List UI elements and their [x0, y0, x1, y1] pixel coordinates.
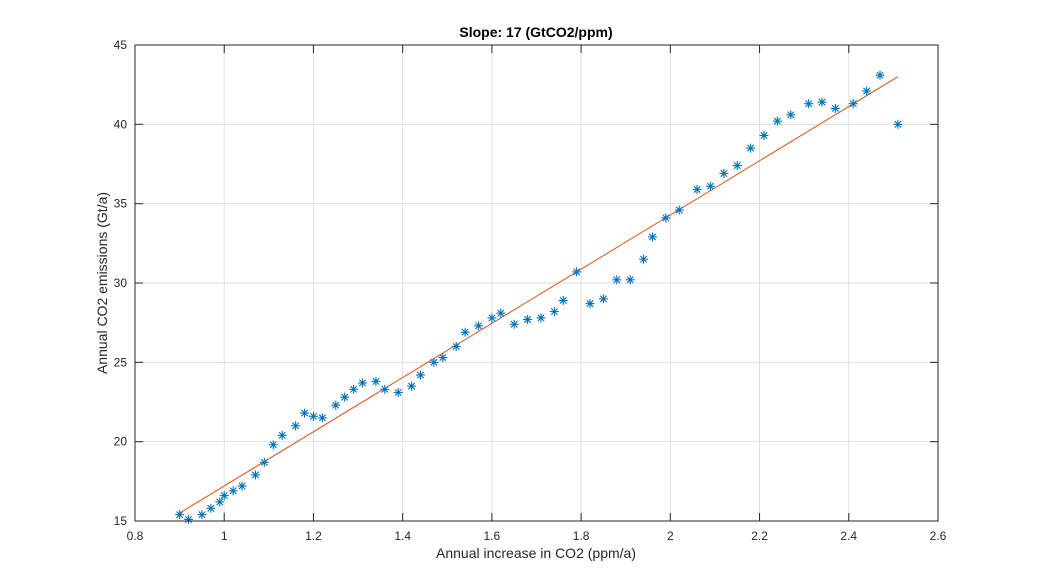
- ticks: 0.8 1 1.2 1.4 1.6 1.8 2 2.2 2.4 2.6 15 20 25 30 35 40 45: [114, 38, 947, 543]
- fit-line: [179, 76, 899, 514]
- y-tick-label: 35: [114, 197, 128, 211]
- data-point: [259, 457, 269, 467]
- data-point: [509, 319, 519, 329]
- data-point: [349, 384, 359, 394]
- data-point: [496, 308, 506, 318]
- data-point: [219, 491, 229, 501]
- data-point: [598, 294, 608, 304]
- data-point: [523, 314, 533, 324]
- data-point: [429, 357, 439, 367]
- data-point: [371, 376, 381, 386]
- x-tick-label: 2.2: [751, 529, 768, 543]
- x-tick-label: 1.2: [305, 529, 322, 543]
- data-point: [719, 169, 729, 179]
- x-tick-label: 1.8: [573, 529, 590, 543]
- data-point: [647, 232, 657, 242]
- data-point: [625, 275, 635, 285]
- data-point: [268, 440, 278, 450]
- x-tick-label: 1.6: [484, 529, 501, 543]
- data-point: [746, 143, 756, 153]
- y-tick-label: 25: [114, 355, 128, 369]
- data-point: [460, 327, 470, 337]
- data-point: [612, 275, 622, 285]
- x-tick-label: 2.4: [840, 529, 857, 543]
- x-tick-label: 1.4: [394, 529, 411, 543]
- x-axis-label: Annual increase in CO2 (ppm/a): [436, 545, 636, 561]
- x-tick-label: 2.6: [930, 529, 947, 543]
- data-point: [451, 341, 461, 351]
- data-point: [197, 510, 207, 520]
- data-point: [817, 97, 827, 107]
- data-point: [380, 384, 390, 394]
- data-point: [474, 321, 484, 331]
- data-point: [416, 370, 426, 380]
- data-point: [804, 99, 814, 109]
- x-tick-label: 1: [221, 529, 228, 543]
- data-points: [175, 70, 903, 524]
- data-point: [585, 299, 595, 309]
- data-point: [407, 381, 417, 391]
- data-point: [639, 254, 649, 264]
- data-point: [300, 408, 310, 418]
- data-point: [291, 421, 301, 431]
- data-point: [215, 497, 225, 507]
- y-tick-label: 20: [114, 435, 128, 449]
- data-point: [438, 353, 448, 363]
- data-point: [250, 470, 260, 480]
- data-point: [830, 103, 840, 113]
- data-point: [692, 184, 702, 194]
- data-point: [340, 392, 350, 402]
- data-point: [549, 307, 559, 317]
- plot-area: 0.8 1 1.2 1.4 1.6 1.8 2 2.2 2.4 2.6 15 20 25 30 35 40 45: [114, 38, 947, 543]
- data-point: [206, 503, 216, 513]
- chart-title: Slope: 17 (GtCO2/ppm): [459, 24, 612, 40]
- grid: [135, 45, 938, 521]
- data-point: [358, 378, 368, 388]
- y-axis-label: Annual CO2 emissions (Gt/a): [94, 192, 110, 374]
- data-point: [184, 514, 194, 524]
- x-tick-label: 0.8: [127, 529, 144, 543]
- data-point: [772, 116, 782, 126]
- x-tick-label: 2: [667, 529, 674, 543]
- y-tick-label: 30: [114, 276, 128, 290]
- data-point: [175, 510, 185, 520]
- y-tick-label: 15: [114, 514, 128, 528]
- data-point: [661, 213, 671, 223]
- data-point: [893, 119, 903, 129]
- data-point: [759, 130, 769, 140]
- data-point: [732, 161, 742, 171]
- data-point: [308, 411, 318, 421]
- data-point: [862, 86, 872, 96]
- data-point: [487, 313, 497, 323]
- data-point: [875, 70, 885, 80]
- data-point: [277, 430, 287, 440]
- data-point: [393, 387, 403, 397]
- y-tick-label: 40: [114, 117, 128, 131]
- data-point: [228, 486, 238, 496]
- data-point: [674, 205, 684, 215]
- data-point: [331, 400, 341, 410]
- data-point: [786, 110, 796, 120]
- data-point: [237, 481, 247, 491]
- y-tick-label: 45: [114, 38, 128, 52]
- data-point: [558, 295, 568, 305]
- data-point: [705, 181, 715, 191]
- data-point: [317, 413, 327, 423]
- data-point: [572, 267, 582, 277]
- fit-line-group: [179, 76, 899, 514]
- data-point: [848, 99, 858, 109]
- data-point: [536, 313, 546, 323]
